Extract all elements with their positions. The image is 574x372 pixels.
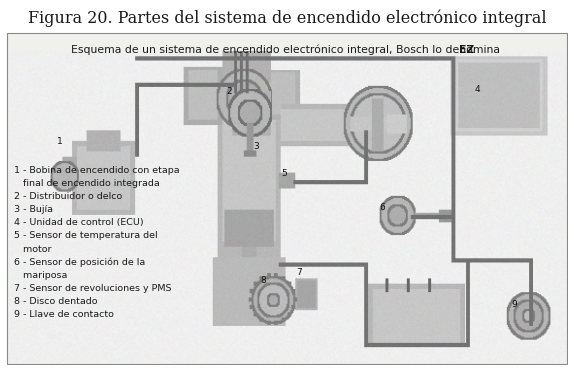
Text: 1: 1: [57, 137, 63, 146]
Text: motor: motor: [14, 244, 51, 253]
Text: 5: 5: [281, 169, 287, 178]
Text: 4 - Unidad de control (ECU): 4 - Unidad de control (ECU): [14, 218, 143, 227]
Text: 8 - Disco dentado: 8 - Disco dentado: [14, 297, 97, 306]
Text: 6: 6: [379, 203, 385, 212]
Text: EZ: EZ: [459, 45, 474, 55]
Text: 4: 4: [474, 84, 480, 94]
Text: 2 - Distribuidor o delco: 2 - Distribuidor o delco: [14, 192, 122, 201]
Text: 6 - Sensor de posición de la: 6 - Sensor de posición de la: [14, 258, 145, 267]
Text: 9: 9: [511, 300, 517, 309]
Text: 7: 7: [296, 268, 301, 277]
Text: 9 - Llave de contacto: 9 - Llave de contacto: [14, 310, 114, 319]
Text: mariposa: mariposa: [14, 271, 67, 280]
Text: 1 - Bobina de encendido con etapa: 1 - Bobina de encendido con etapa: [14, 166, 179, 175]
Text: final de encendido integrada: final de encendido integrada: [14, 179, 160, 188]
Text: Esquema de un sistema de encendido electrónico integral, Bosch lo denomina: Esquema de un sistema de encendido elect…: [71, 45, 503, 55]
Text: Figura 20. Partes del sistema de encendido electrónico integral: Figura 20. Partes del sistema de encendi…: [28, 9, 546, 27]
Text: 3 - Bujía: 3 - Bujía: [14, 205, 53, 214]
Text: 7 - Sensor de revoluciones y PMS: 7 - Sensor de revoluciones y PMS: [14, 284, 171, 293]
Text: 2: 2: [226, 87, 231, 96]
Text: 8: 8: [261, 276, 266, 285]
Text: 5 - Sensor de temperatura del: 5 - Sensor de temperatura del: [14, 231, 157, 240]
Text: 3: 3: [253, 141, 259, 151]
